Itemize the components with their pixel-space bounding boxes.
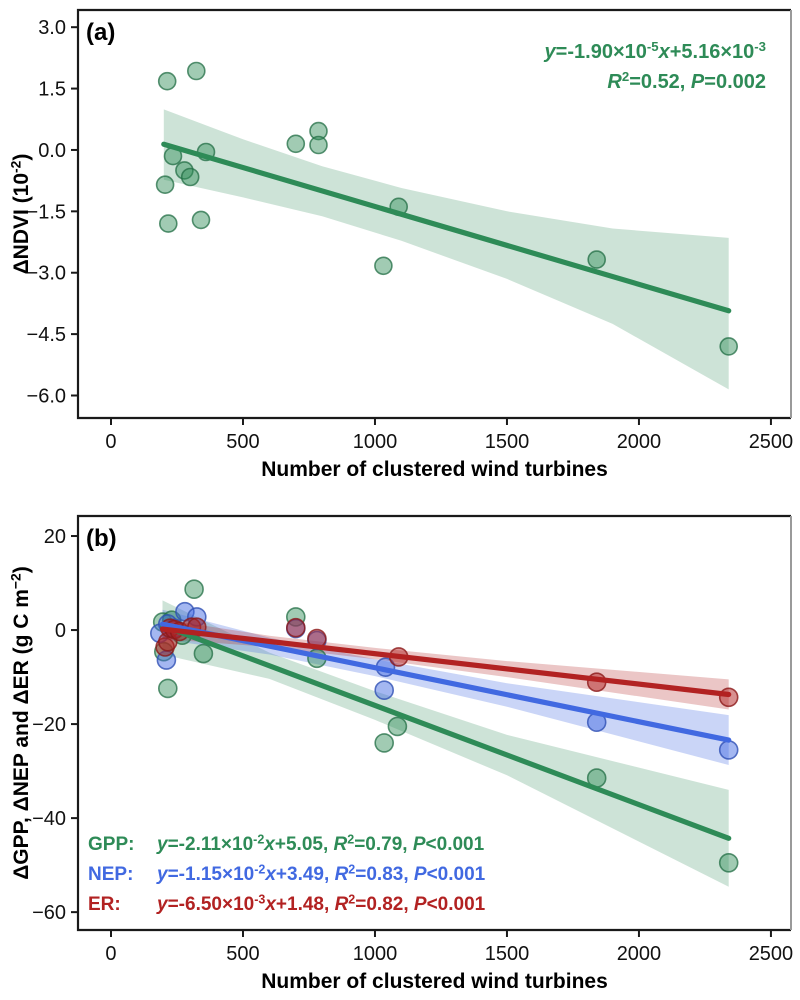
equation-annotation: R2=0.52, P=0.002 xyxy=(607,69,766,93)
ci-band-ndvi xyxy=(163,109,729,390)
x-tick-label: 1500 xyxy=(485,431,530,453)
data-point-gpp xyxy=(374,733,395,753)
data-point-er xyxy=(285,617,306,638)
ci-band-nep xyxy=(162,609,729,765)
data-point-ndvi xyxy=(191,210,211,230)
y-tick-label: 20 xyxy=(44,526,66,548)
data-point-er xyxy=(718,687,739,708)
y-tick-label: −20 xyxy=(32,714,66,736)
data-point-ndvi xyxy=(719,337,739,356)
y-tick-label: −3.0 xyxy=(27,263,66,285)
data-point-ndvi xyxy=(187,61,206,81)
y-tick-label: −40 xyxy=(32,808,66,830)
y-tick-label: 0.0 xyxy=(38,140,66,162)
x-axis-title: Number of clustered wind turbines xyxy=(261,970,608,993)
y-tick-label: 3.0 xyxy=(38,17,66,39)
data-point-ndvi xyxy=(157,71,177,91)
legend-row-gpp: GPP: y=-2.11×10-2x+5.05, R2=0.79, P<0.001 xyxy=(88,832,485,855)
x-tick-label: 0 xyxy=(105,943,116,965)
panel-label-a: (a) xyxy=(86,19,115,46)
x-tick-label: 1500 xyxy=(485,943,530,965)
data-point-gpp xyxy=(193,643,214,664)
y-tick-label: −4.5 xyxy=(27,324,66,346)
data-point-gpp xyxy=(718,852,739,873)
x-tick-label: 500 xyxy=(226,431,259,453)
panel-a: 0 500 1000 1500 2000 2500 3.0 1.5 0.0 −1.5 −3.0 −4.… xyxy=(8,8,794,481)
data-point-ndvi xyxy=(374,256,393,276)
panel-label-b: (b) xyxy=(86,525,117,552)
x-axis-title: Number of clustered wind turbines xyxy=(261,458,608,481)
x-tick-label: 1000 xyxy=(353,943,398,965)
regression-line-er xyxy=(159,626,732,698)
data-point-ndvi xyxy=(286,134,306,154)
y-tick-label: −1.5 xyxy=(27,201,66,223)
data-point-ndvi xyxy=(309,135,328,155)
x-tick-label: 2000 xyxy=(617,943,662,965)
y-tick-label: −60 xyxy=(32,902,66,924)
x-tick-label: 2500 xyxy=(749,943,794,965)
data-point-ndvi xyxy=(309,121,328,141)
data-point-ndvi xyxy=(587,250,607,269)
regression-line-ndvi xyxy=(161,141,732,314)
x-tick-label: 0 xyxy=(105,431,116,453)
regression-line-nep xyxy=(159,621,732,743)
data-point-ndvi xyxy=(155,175,175,194)
regression-line-gpp xyxy=(159,622,732,841)
data-point-ndvi xyxy=(159,214,178,233)
y-tick-label: 0 xyxy=(55,620,66,642)
data-point-nep xyxy=(718,740,739,760)
data-point-gpp xyxy=(387,716,408,737)
legend-row-nep: NEP: y=-1.15×10-2x+3.49, R2=0.83, P<0.001 xyxy=(88,862,486,885)
panel-b: 0 500 1000 1500 2000 2500 20 0 −20 −40 −60 Number o… xyxy=(8,514,794,993)
x-tick-label: 1000 xyxy=(353,431,398,453)
data-point-gpp xyxy=(158,678,178,699)
y-axis-title: ΔGPP, ΔNEP and ΔER (g C m−2) xyxy=(8,566,33,880)
data-point-nep xyxy=(374,680,395,701)
equation-annotation: y=-1.90×10-5x+5.16×10-3 xyxy=(544,39,766,63)
x-tick-label: 500 xyxy=(226,943,259,965)
ci-band-gpp xyxy=(162,600,729,887)
x-tick-label: 2000 xyxy=(617,431,662,453)
plot-frame xyxy=(76,514,791,932)
y-tick-label: −6.0 xyxy=(27,385,66,407)
x-tick-label: 2500 xyxy=(749,431,794,453)
legend-row-er: ER: y=-6.50×10-3x+1.48, R2=0.82, P<0.001 xyxy=(88,892,486,915)
plot-frame xyxy=(76,8,791,420)
y-tick-label: 1.5 xyxy=(38,79,66,101)
data-point-gpp xyxy=(184,579,204,600)
data-point-ndvi xyxy=(180,167,200,187)
y-axis-title: ΔNDVI (10-2) xyxy=(8,154,33,275)
